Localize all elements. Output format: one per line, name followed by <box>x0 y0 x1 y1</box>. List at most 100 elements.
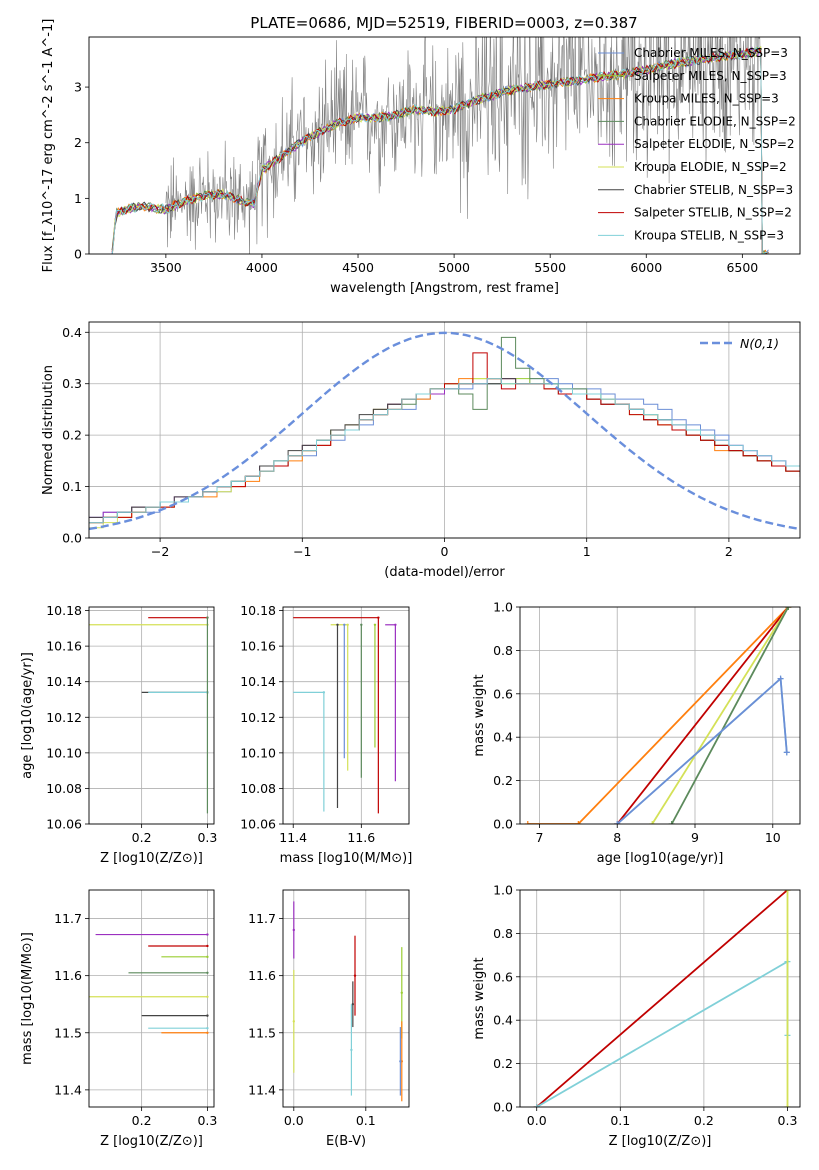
x-tick-label: 0.3 <box>197 830 217 845</box>
x-tick-label: 6000 <box>630 260 662 275</box>
weight-marker <box>614 821 621 824</box>
y-tick-label: 2 <box>74 135 82 150</box>
data-point <box>373 623 377 626</box>
panel-weight_vs_Z: 0.0 0.1 0.2 0.3 0.0 0.2 0.4 0.6 0.8 1.0 Z [log10(Z… <box>472 883 801 1149</box>
y-tick-label: 11.6 <box>54 968 82 983</box>
legend-label: Kroupa ELODIE, N_SSP=2 <box>634 160 787 174</box>
x-axis-label: (data-model)/error <box>384 565 505 580</box>
data-point <box>343 623 346 626</box>
x-tick-label: 0.3 <box>778 1113 798 1128</box>
x-tick-label: 5000 <box>438 260 470 275</box>
axes-frame <box>282 606 410 825</box>
y-tick-label: 0.4 <box>493 1013 513 1028</box>
y-tick-label: 11.5 <box>248 1025 276 1040</box>
panel-age_vs_Z: 0.2 0.3 10.06 10.08 10.10 10.12 10.14 10.16 10.1… <box>20 603 217 866</box>
legend-label: Chabrier STELIB, N_SSP=3 <box>634 183 793 197</box>
axes-frame <box>88 889 215 1108</box>
plot-area <box>533 890 791 1107</box>
x-tick-label: 0.2 <box>132 830 152 845</box>
y-tick-label: 10.18 <box>240 603 276 618</box>
plot-area <box>89 331 800 531</box>
x-axis-label: Z [log10(Z/Z⊙)] <box>609 1134 712 1149</box>
y-tick-label: 0.2 <box>62 428 82 443</box>
y-tick-label: 11.6 <box>248 968 276 983</box>
data-point <box>394 623 397 626</box>
weight-line <box>616 676 788 824</box>
data-point <box>206 1026 209 1030</box>
y-tick-label: 10.06 <box>240 817 276 832</box>
y-axis-label: mass weight <box>472 957 487 1039</box>
y-axis-label: age [log10(age/yr)] <box>20 652 35 779</box>
y-tick-label: 11.7 <box>54 911 82 926</box>
normal-curve <box>89 331 800 531</box>
data-point <box>400 991 403 994</box>
panel-residuals: −2 −1 0 1 2 0.0 0.1 0.2 0.3 0.4 (data-model)/error… <box>41 321 801 580</box>
x-tick-label: 0.0 <box>284 1113 304 1128</box>
data-point <box>399 1060 402 1063</box>
y-tick-label: 11.5 <box>54 1025 82 1040</box>
axes-frame <box>282 889 410 1108</box>
y-tick-label: 1 <box>74 191 82 206</box>
weight-line <box>536 960 789 1107</box>
weight-line <box>536 890 789 1107</box>
weight-marker <box>575 821 582 824</box>
y-tick-label: 10.10 <box>46 745 82 760</box>
x-tick-label: 0.1 <box>610 1113 630 1128</box>
legend-label: Kroupa MILES, N_SSP=3 <box>634 92 779 106</box>
weight-line <box>651 607 790 824</box>
weight-marker <box>533 1104 540 1107</box>
y-tick-label: 10.10 <box>240 745 276 760</box>
x-tick-label: 8 <box>613 830 621 845</box>
x-tick-label: 0.0 <box>527 1113 547 1128</box>
data-point <box>292 1020 295 1023</box>
x-axis-label: age [log10(age/yr)] <box>597 851 724 866</box>
x-tick-label: 11.6 <box>347 830 375 845</box>
y-tick-label: 10.08 <box>46 781 82 796</box>
x-axis-label: wavelength [Angstrom, rest frame] <box>330 281 559 296</box>
plot-area <box>111 37 769 254</box>
weight-marker <box>784 890 791 893</box>
weight-line <box>616 607 790 824</box>
x-tick-label: 1 <box>583 544 591 559</box>
y-tick-label: 3 <box>74 80 82 95</box>
y-tick-label: 0.1 <box>62 479 82 494</box>
y-tick-label: 11.4 <box>248 1082 276 1097</box>
model-line <box>111 47 769 254</box>
x-axis-label: E(B-V) <box>326 1134 366 1149</box>
data-point <box>206 616 209 619</box>
panel-spectrum: 3500 4000 4500 5000 5500 6000 6500 0 1 2 3 waveleng… <box>41 19 801 296</box>
data-point <box>346 623 349 626</box>
y-tick-label: 11.4 <box>54 1082 82 1097</box>
data-point <box>322 691 326 694</box>
x-tick-label: −1 <box>293 544 311 559</box>
data-point <box>206 1014 209 1017</box>
y-tick-label: 1.0 <box>493 883 513 898</box>
x-tick-label: 0.1 <box>356 1113 376 1128</box>
panel-weight_vs_age: 7 8 9 10 0.0 0.2 0.4 0.6 0.8 1.0 age [log10(age/yr… <box>472 600 801 866</box>
x-tick-label: 9 <box>691 830 699 845</box>
legend-label: Chabrier MILES, N_SSP=3 <box>634 46 788 60</box>
axes-frame <box>519 606 801 825</box>
legend-label: Kroupa STELIB, N_SSP=3 <box>634 228 784 242</box>
x-tick-label: 4000 <box>246 260 278 275</box>
y-tick-label: 0.6 <box>493 969 513 984</box>
data-point <box>377 616 380 619</box>
y-tick-label: 0.0 <box>62 531 82 546</box>
y-tick-label: 1.0 <box>493 600 513 615</box>
x-tick-label: 10 <box>765 830 781 845</box>
weight-marker <box>649 821 656 824</box>
panel-mass_vs_Z: 0.2 0.3 11.4 11.5 11.6 11.7 Z [log10(Z/Z⊙)] mas… <box>20 889 217 1149</box>
x-tick-label: 0.2 <box>694 1113 714 1128</box>
data-point <box>206 933 209 936</box>
model-line <box>111 47 769 254</box>
legend-label: Salpeter STELIB, N_SSP=2 <box>634 206 792 220</box>
x-tick-label: −2 <box>151 544 169 559</box>
histogram-step <box>89 378 800 529</box>
y-tick-label: 10.08 <box>240 781 276 796</box>
plot-area <box>292 901 403 1102</box>
x-tick-label: 11.4 <box>279 830 307 845</box>
x-tick-label: 0 <box>441 544 449 559</box>
legend-label: N(0,1) <box>740 336 779 351</box>
panel-mass_vs_ebv: 0.0 0.1 11.4 11.5 11.6 11.7 E(B-V) <box>248 889 410 1149</box>
x-tick-label: 4500 <box>342 260 374 275</box>
